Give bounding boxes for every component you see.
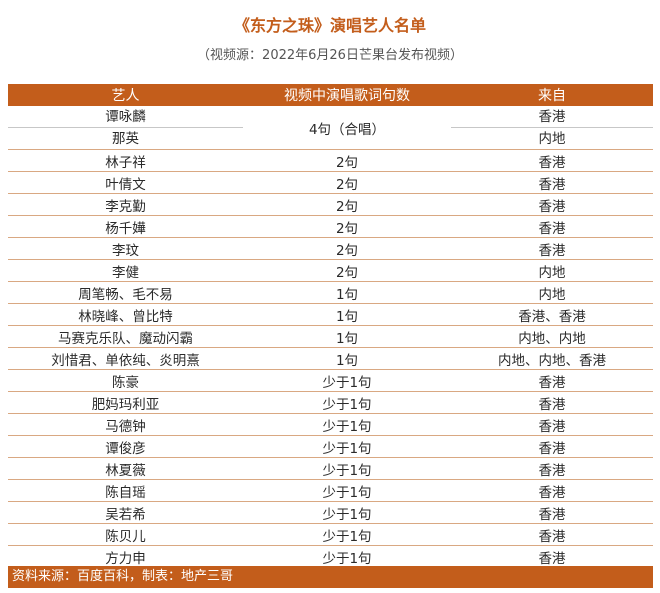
table-row: 李玟 2句 香港: [8, 238, 653, 260]
lines-cell: 2句: [335, 220, 359, 237]
table-row: 刘惜君、单依纯、炎明熹 1句 内地、内地、香港: [8, 348, 653, 370]
artist-cell: 吴若希: [105, 506, 146, 523]
table-row: 谭俊彦 少于1句 香港: [8, 436, 653, 458]
artist-cell: 谭咏麟: [8, 106, 243, 128]
table-row: 杨千嬅 2句 香港: [8, 216, 653, 238]
table-row: 林子祥 2句 香港: [8, 150, 653, 172]
artist-cell: 陈贝儿: [105, 528, 146, 545]
artist-cell: 叶倩文: [105, 176, 146, 193]
artist-cell: 谭俊彦: [105, 440, 146, 457]
lines-cell: 2句: [335, 176, 359, 193]
table-row: 马德钟 少于1句 香港: [8, 414, 653, 436]
lines-cell: 2句: [335, 154, 359, 171]
lines-cell: 1句: [335, 352, 359, 369]
origin-cell: 内地、内地、香港: [498, 352, 606, 369]
origin-cell: 香港: [538, 506, 566, 523]
origin-cell: 内地: [538, 264, 566, 281]
origin-cell: 香港: [538, 462, 566, 479]
lines-cell: 2句: [335, 198, 359, 215]
lines-cell: 2句: [335, 242, 359, 259]
origin-cell: 香港: [538, 374, 566, 391]
table-row: 肥妈玛利亚 少于1句 香港: [8, 392, 653, 414]
merged-row: 谭咏麟 那英 4句（合唱） 香港 内地: [8, 106, 653, 150]
table-row: 马赛克乐队、魔动闪霸 1句 内地、内地: [8, 326, 653, 348]
artist-cell: 李克勤: [105, 198, 146, 215]
artist-cell: 那英: [8, 128, 243, 150]
lines-cell: 少于1句: [322, 550, 372, 567]
table-row: 周笔畅、毛不易 1句 内地: [8, 282, 653, 304]
table-row: 陈自瑶 少于1句 香港: [8, 480, 653, 502]
table-row: 方力申 少于1句 香港: [8, 546, 653, 568]
origin-cell: 香港: [538, 550, 566, 567]
lines-cell: 少于1句: [322, 506, 372, 523]
lines-cell: 1句: [335, 308, 359, 325]
page-subtitle: （视频源：2022年6月26日芒果台发布视频）: [197, 48, 463, 63]
artist-cell: 李健: [112, 264, 139, 281]
artist-cell: 方力申: [105, 550, 146, 567]
lines-cell: 少于1句: [322, 440, 372, 457]
header-origin: 来自: [538, 88, 566, 104]
table-header: 艺人 视频中演唱歌词句数 来自: [8, 84, 653, 106]
table-row: 叶倩文 2句 香港: [8, 172, 653, 194]
page-title: 《东方之珠》演唱艺人名单: [233, 16, 426, 35]
artist-cell: 刘惜君、单依纯、炎明熹: [51, 352, 200, 369]
lines-cell: 少于1句: [322, 528, 372, 545]
artist-cell: 陈自瑶: [105, 484, 146, 501]
origin-cell: 内地: [538, 286, 566, 303]
artist-cell: 肥妈玛利亚: [91, 396, 160, 413]
table-row: 林夏薇 少于1句 香港: [8, 458, 653, 480]
table-row: 陈贝儿 少于1句 香港: [8, 524, 653, 546]
lines-cell: 少于1句: [322, 374, 372, 391]
origin-cell: 香港: [538, 484, 566, 501]
table-row: 林晓峰、曾比特 1句 香港、香港: [8, 304, 653, 326]
artist-cell: 马德钟: [105, 418, 146, 435]
source-footer: 资料来源：百度百科，制表：地产三哥: [8, 566, 653, 588]
artist-cell: 杨千嬅: [105, 220, 146, 237]
header-lines: 视频中演唱歌词句数: [284, 88, 410, 104]
table-row: 李健 2句 内地: [8, 260, 653, 282]
origin-cell: 内地、内地: [518, 330, 586, 347]
lines-cell: 少于1句: [322, 418, 372, 435]
table-row: 陈豪 少于1句 香港: [8, 370, 653, 392]
origin-cell: 香港、香港: [518, 308, 586, 325]
table-body: 林子祥 2句 香港 叶倩文 2句 香港 李克勤 2句 香港 杨千嬅 2句 香港 李玟 2句 香港 李健 2句 内地…: [8, 150, 653, 568]
artist-cell: 马赛克乐队、魔动闪霸: [58, 330, 193, 347]
artist-cell: 陈豪: [112, 374, 139, 391]
origin-cell: 香港: [538, 176, 566, 193]
artist-cell: 周笔畅、毛不易: [78, 286, 173, 303]
lines-cell: 少于1句: [322, 396, 372, 413]
lines-cell: 少于1句: [322, 484, 372, 501]
artist-table: 艺人 视频中演唱歌词句数 来自 谭咏麟 那英 4句（合唱） 香港 内地 林子祥 2…: [8, 84, 653, 568]
artist-cell: 李玟: [112, 242, 139, 259]
lines-cell: 2句: [335, 264, 359, 281]
origin-cell: 香港: [538, 396, 566, 413]
lines-cell: 1句: [335, 330, 359, 347]
origin-cell: 香港: [451, 106, 653, 128]
origin-cell: 香港: [538, 220, 566, 237]
lines-cell: 4句（合唱）: [243, 106, 451, 150]
header-artist: 艺人: [111, 88, 140, 104]
origin-cell: 香港: [538, 198, 566, 215]
origin-cell: 内地: [451, 128, 653, 150]
lines-cell: 1句: [335, 286, 359, 303]
table-row: 吴若希 少于1句 香港: [8, 502, 653, 524]
artist-cell: 林子祥: [105, 154, 146, 171]
lines-cell: 少于1句: [322, 462, 372, 479]
artist-cell: 林晓峰、曾比特: [78, 308, 173, 325]
origin-cell: 香港: [538, 154, 566, 171]
table-row: 李克勤 2句 香港: [8, 194, 653, 216]
origin-cell: 香港: [538, 440, 566, 457]
origin-cell: 香港: [538, 418, 566, 435]
origin-cell: 香港: [538, 528, 566, 545]
artist-cell: 林夏薇: [105, 462, 146, 479]
origin-cell: 香港: [538, 242, 566, 259]
